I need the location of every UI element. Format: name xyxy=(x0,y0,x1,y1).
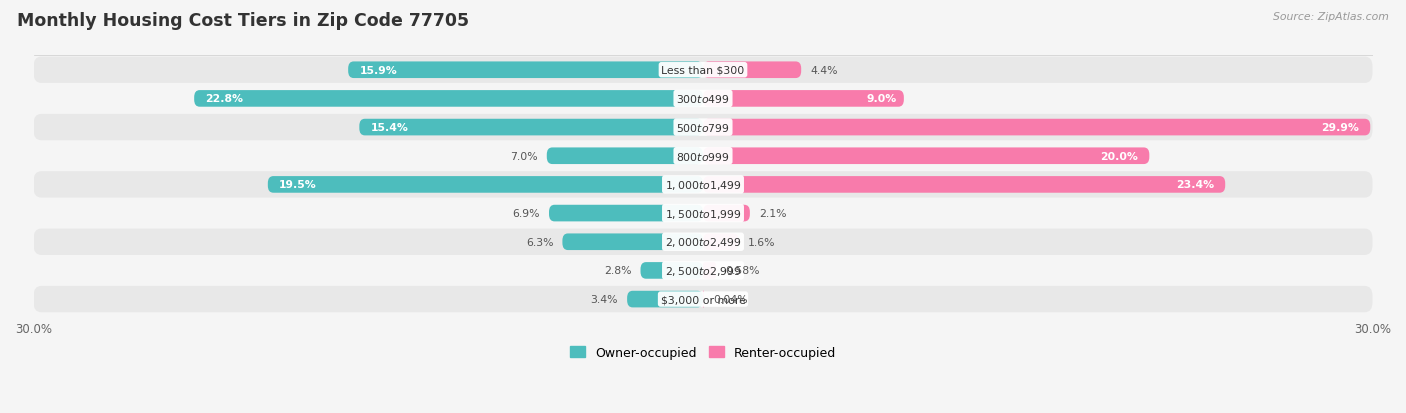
Text: $3,000 or more: $3,000 or more xyxy=(661,294,745,304)
Text: Less than $300: Less than $300 xyxy=(661,66,745,76)
Text: 29.9%: 29.9% xyxy=(1322,123,1360,133)
Text: 7.0%: 7.0% xyxy=(510,152,538,161)
Text: $1,500 to $1,999: $1,500 to $1,999 xyxy=(665,207,741,220)
FancyBboxPatch shape xyxy=(703,205,749,222)
Text: 9.0%: 9.0% xyxy=(868,94,897,104)
Legend: Owner-occupied, Renter-occupied: Owner-occupied, Renter-occupied xyxy=(565,341,841,364)
FancyBboxPatch shape xyxy=(34,114,1372,141)
Text: 22.8%: 22.8% xyxy=(205,94,243,104)
FancyBboxPatch shape xyxy=(194,91,703,107)
Text: 23.4%: 23.4% xyxy=(1175,180,1213,190)
Text: 4.4%: 4.4% xyxy=(810,66,838,76)
FancyBboxPatch shape xyxy=(562,234,703,250)
Text: 20.0%: 20.0% xyxy=(1101,152,1139,161)
FancyBboxPatch shape xyxy=(703,62,801,79)
FancyBboxPatch shape xyxy=(360,119,703,136)
FancyBboxPatch shape xyxy=(267,177,703,193)
FancyBboxPatch shape xyxy=(34,57,1372,84)
FancyBboxPatch shape xyxy=(627,291,703,308)
FancyBboxPatch shape xyxy=(34,172,1372,198)
Text: $800 to $999: $800 to $999 xyxy=(676,150,730,162)
Text: 6.9%: 6.9% xyxy=(513,209,540,218)
FancyBboxPatch shape xyxy=(548,205,703,222)
FancyBboxPatch shape xyxy=(641,263,703,279)
Text: 3.4%: 3.4% xyxy=(591,294,619,304)
Text: 2.8%: 2.8% xyxy=(605,266,631,276)
FancyBboxPatch shape xyxy=(703,148,1149,165)
Text: $500 to $799: $500 to $799 xyxy=(676,122,730,134)
FancyBboxPatch shape xyxy=(703,263,716,279)
FancyBboxPatch shape xyxy=(547,148,703,165)
Text: $300 to $499: $300 to $499 xyxy=(676,93,730,105)
Text: Source: ZipAtlas.com: Source: ZipAtlas.com xyxy=(1274,12,1389,22)
Text: $2,000 to $2,499: $2,000 to $2,499 xyxy=(665,236,741,249)
Text: 0.58%: 0.58% xyxy=(725,266,759,276)
FancyBboxPatch shape xyxy=(34,286,1372,313)
Text: 0.04%: 0.04% xyxy=(713,294,748,304)
Text: 15.9%: 15.9% xyxy=(360,66,396,76)
Text: $2,500 to $2,999: $2,500 to $2,999 xyxy=(665,264,741,277)
Text: $1,000 to $1,499: $1,000 to $1,499 xyxy=(665,178,741,192)
FancyBboxPatch shape xyxy=(703,177,1225,193)
FancyBboxPatch shape xyxy=(34,143,1372,169)
Text: 6.3%: 6.3% xyxy=(526,237,554,247)
FancyBboxPatch shape xyxy=(34,229,1372,255)
FancyBboxPatch shape xyxy=(703,234,738,250)
Text: Monthly Housing Cost Tiers in Zip Code 77705: Monthly Housing Cost Tiers in Zip Code 7… xyxy=(17,12,470,30)
FancyBboxPatch shape xyxy=(703,91,904,107)
FancyBboxPatch shape xyxy=(34,86,1372,112)
Text: 15.4%: 15.4% xyxy=(371,123,408,133)
Text: 19.5%: 19.5% xyxy=(278,180,316,190)
Text: 2.1%: 2.1% xyxy=(759,209,786,218)
FancyBboxPatch shape xyxy=(349,62,703,79)
FancyBboxPatch shape xyxy=(34,258,1372,284)
Text: 1.6%: 1.6% xyxy=(748,237,775,247)
FancyBboxPatch shape xyxy=(703,119,1371,136)
FancyBboxPatch shape xyxy=(34,200,1372,227)
